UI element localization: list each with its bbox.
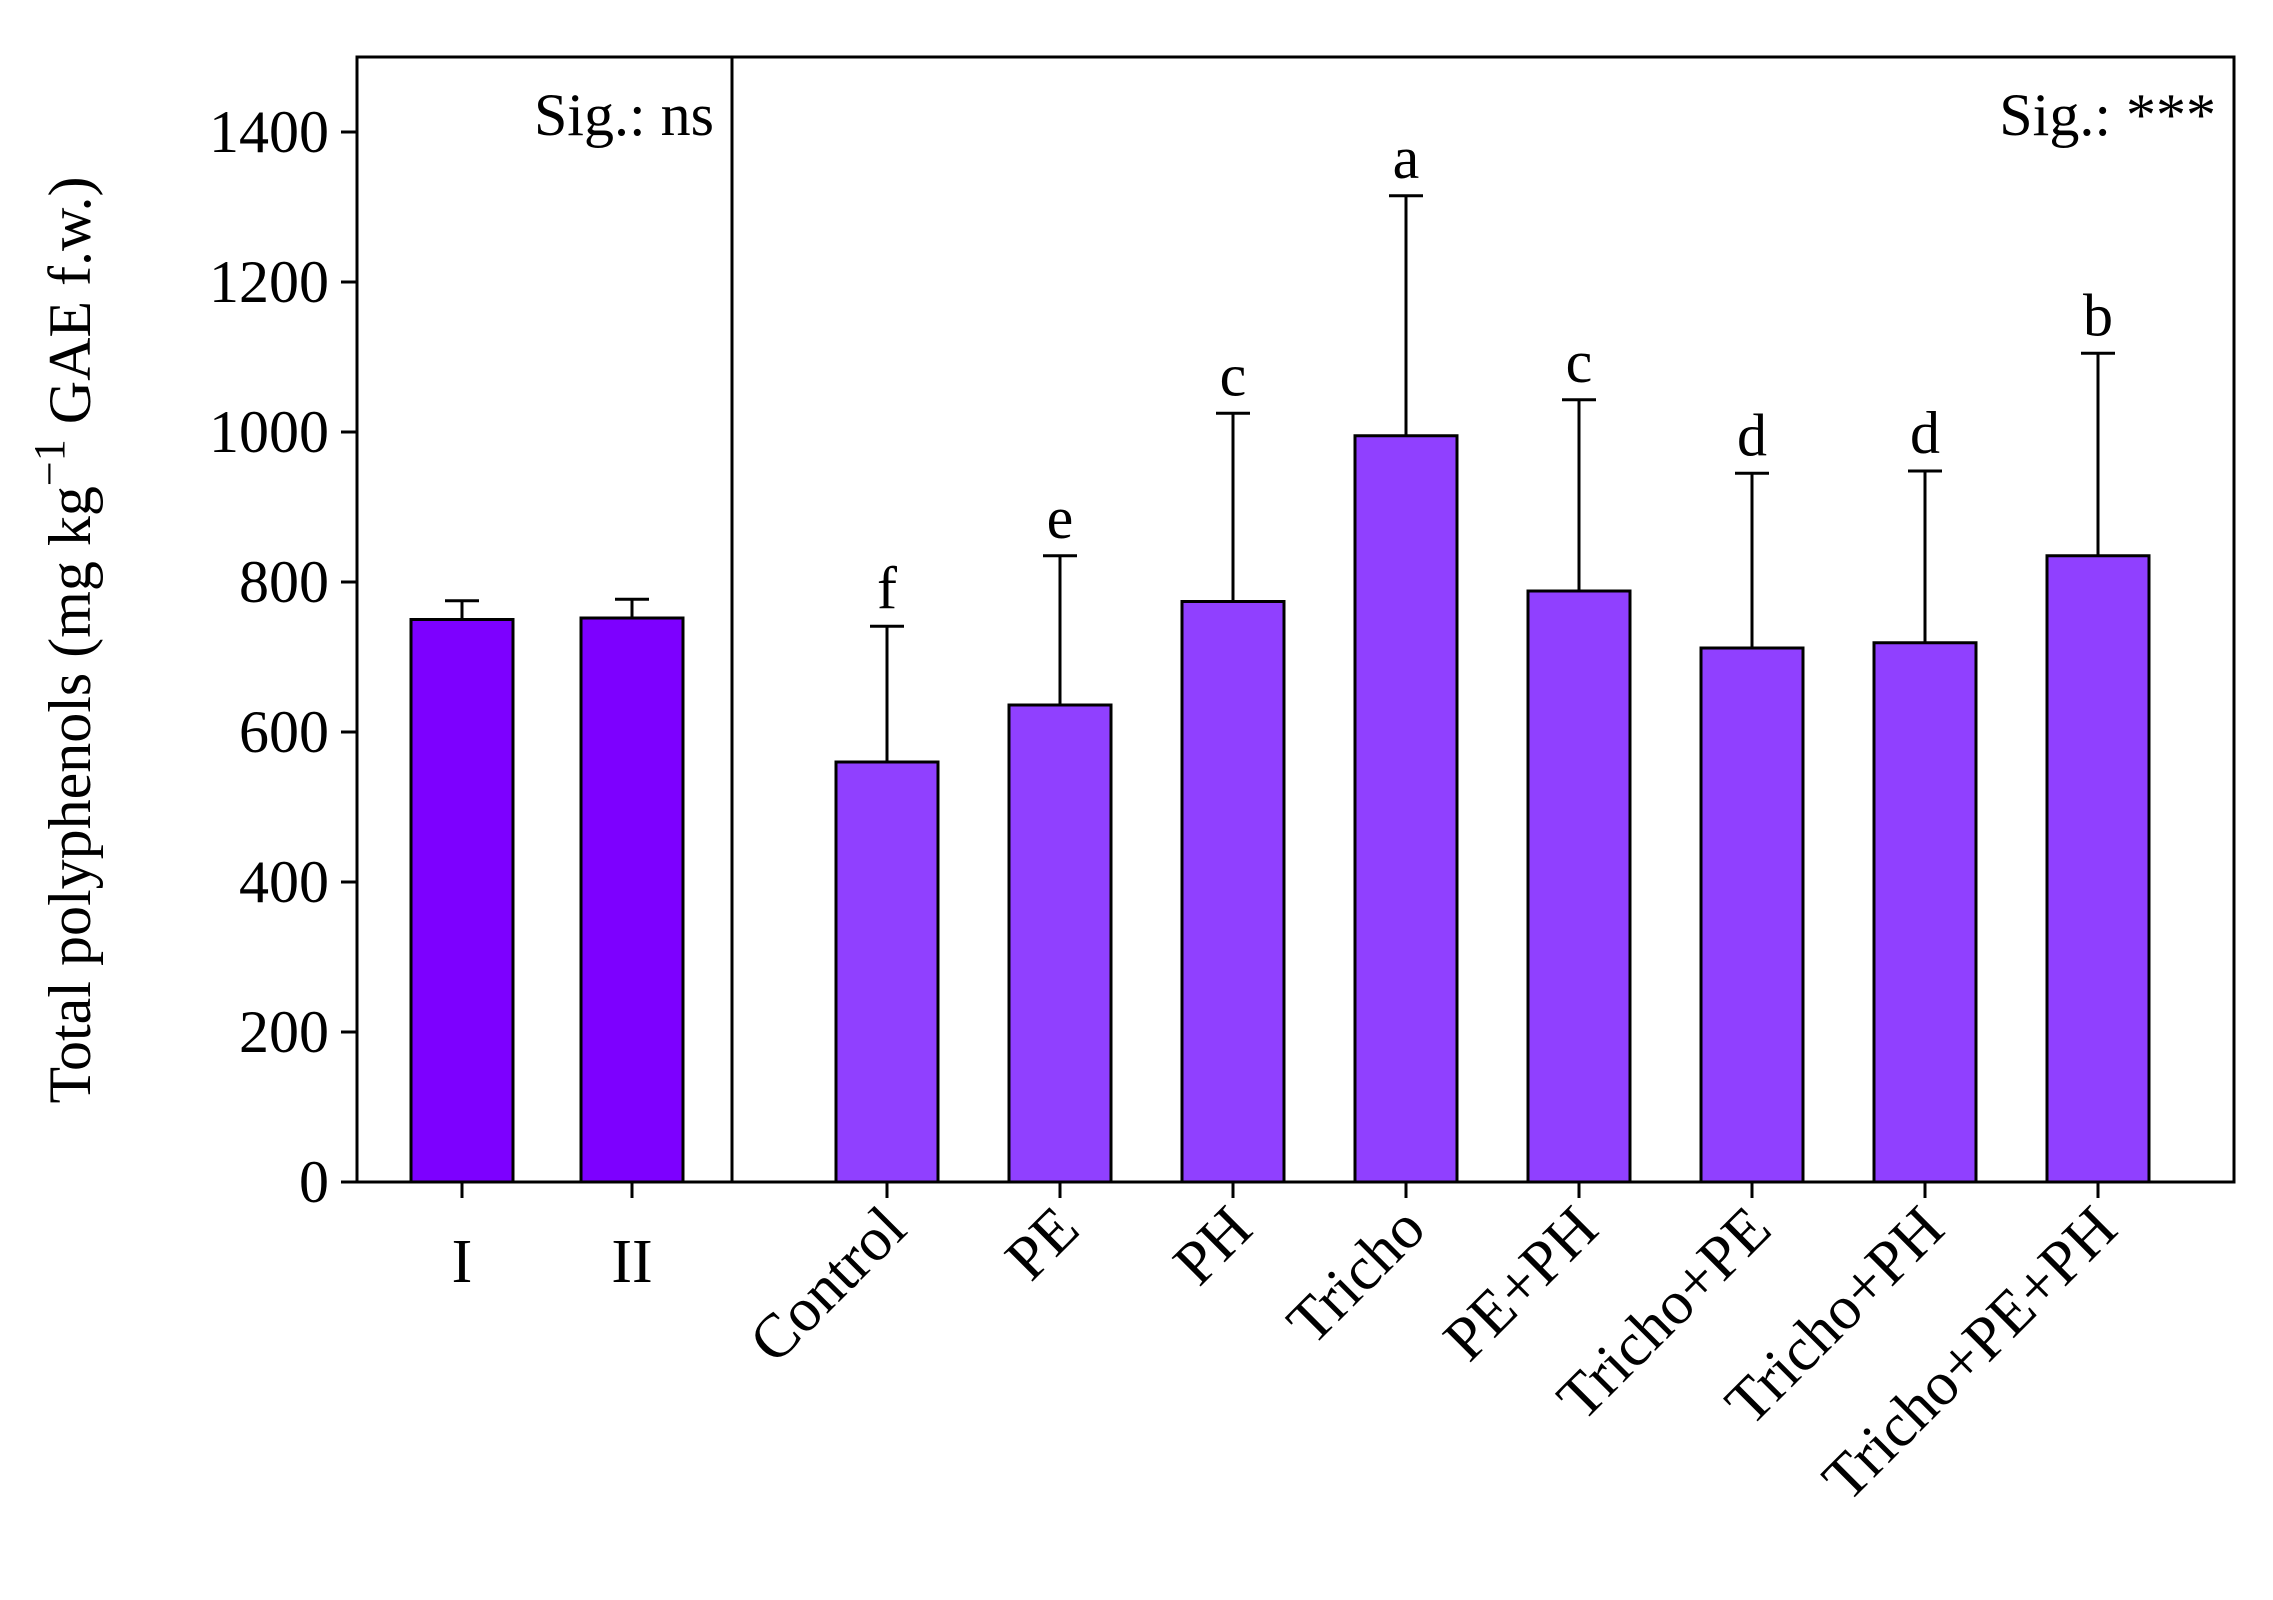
- x-category-label: II: [611, 1228, 652, 1296]
- bar: [2045, 554, 2151, 1184]
- category-labels: I II Control PE PH TrichoPE+PHTricho+PETricho…: [452, 1194, 2130, 1514]
- significance-letter: d: [1737, 402, 1767, 468]
- bar: [579, 616, 685, 1184]
- x-category-label: PH: [1161, 1194, 1265, 1298]
- x-category-label: Tricho+PE+PH: [1810, 1194, 2130, 1514]
- bar: [1353, 434, 1459, 1184]
- bar: [834, 760, 940, 1184]
- x-category-label: PE: [993, 1194, 1092, 1293]
- significance-letter: f: [877, 555, 897, 621]
- significance-label: Sig.: ***: [1999, 82, 2216, 148]
- bar: [1699, 646, 1805, 1184]
- x-category-label: I: [452, 1228, 473, 1296]
- y-axis-label: Total polyphenols (mg kg−1 GAE f.w.): [25, 177, 103, 1104]
- y-tick-label: 200: [239, 999, 329, 1065]
- y-tick-label: 800: [239, 549, 329, 615]
- bar: [409, 618, 515, 1184]
- y-axis-label-main: Total polyphenols (mg kg: [37, 486, 103, 1103]
- y-tick-label: 600: [239, 699, 329, 765]
- significance-label: Sig.: ns: [534, 82, 714, 148]
- significance-letter: c: [1220, 342, 1247, 408]
- significance-letter: a: [1393, 125, 1420, 191]
- y-tick-label: 1000: [209, 399, 329, 465]
- y-axis-label-tail: GAE f.w.): [37, 177, 103, 440]
- bars: f e c a c d d b: [409, 125, 2151, 1184]
- significance-letter: b: [2083, 282, 2113, 348]
- y-tick-label: 1200: [209, 249, 329, 315]
- y-tick-label: 0: [299, 1149, 329, 1215]
- bar: [1872, 641, 1978, 1184]
- bar: [1526, 589, 1632, 1184]
- significance-letter: c: [1566, 329, 1593, 395]
- plot-panels: Sig.: ns Sig.: ***: [355, 55, 2236, 1184]
- bar: [1007, 703, 1113, 1184]
- y-axis-label-superscript: −1: [25, 439, 74, 486]
- significance-letter: d: [1910, 400, 1940, 466]
- y-tick-label: 400: [239, 849, 329, 915]
- x-category-label: Tricho: [1274, 1194, 1437, 1357]
- x-category-label: Control: [737, 1194, 919, 1376]
- panel-frame: [730, 55, 2236, 1184]
- y-tick-label: 1400: [209, 99, 329, 165]
- significance-letter: e: [1047, 485, 1074, 551]
- bar: [1180, 600, 1286, 1184]
